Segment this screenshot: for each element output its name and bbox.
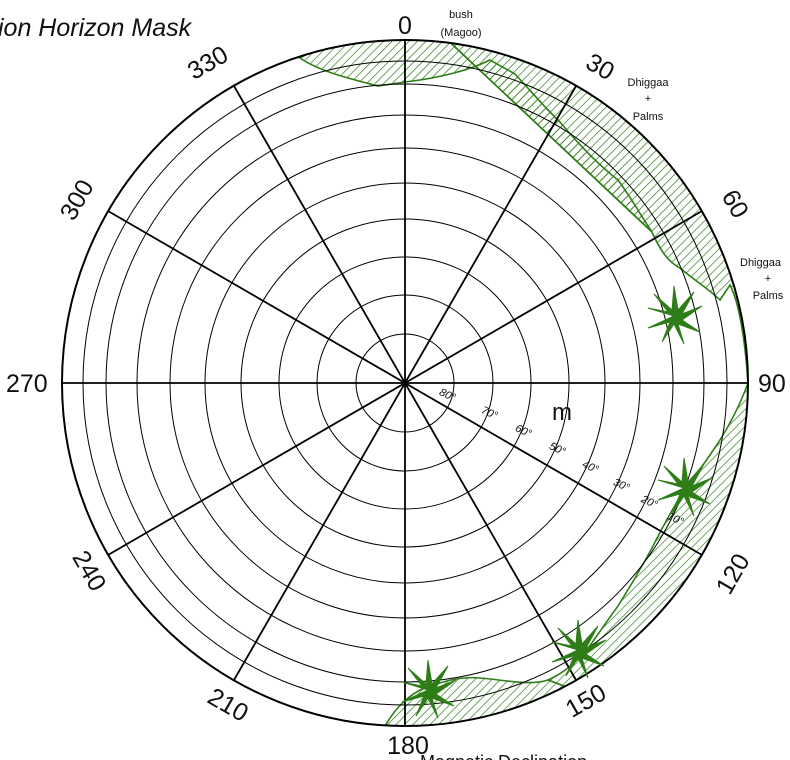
diagram-title: ion Horizon Mask — [0, 14, 193, 42]
spoke-150-330 — [233, 85, 577, 681]
bearing-label-210: 210 — [203, 683, 253, 728]
annotation-dhiggaa-1-line1: Dhiggaa — [628, 77, 670, 89]
bearing-label-330: 330 — [183, 41, 233, 86]
bearing-labels: 0 30 60 90 120 150 180 210 240 270 300 3… — [6, 12, 786, 760]
palm-trees — [401, 285, 713, 719]
elevation-label-50: 50° — [547, 440, 568, 458]
annotation-dhiggaa-2-line1: Dhiggaa — [740, 257, 782, 269]
bearing-label-120: 120 — [711, 549, 756, 599]
bearing-label-240: 240 — [66, 546, 111, 596]
annotation-dhiggaa-1-line2: + — [645, 93, 651, 105]
palm-tree-icon — [551, 619, 607, 679]
obstruction-annotations: bush (Magoo) Dhiggaa + Palms Dhiggaa + P… — [441, 9, 784, 302]
palm-tree-icon — [401, 659, 457, 719]
elevation-label-30: 30° — [611, 476, 632, 494]
bearing-label-90: 90 — [758, 370, 786, 398]
annotation-dhiggaa-2-line2: + — [765, 273, 771, 285]
annotation-bush-line1: bush — [449, 9, 473, 21]
elevation-label-60: 60° — [513, 422, 534, 440]
magnetic-declination-label: Magnetic Declination — [420, 752, 587, 760]
bearing-label-30: 30 — [581, 48, 619, 86]
horizon-mask — [298, 40, 748, 726]
bearing-label-300: 300 — [55, 175, 100, 225]
palm-tree-icon — [657, 457, 713, 517]
elevation-label-80: 80° — [437, 386, 458, 404]
bearing-spokes — [62, 40, 748, 726]
bearing-label-0: 0 — [398, 12, 412, 40]
annotation-dhiggaa-2-line3: Palms — [753, 290, 784, 302]
annotation-dhiggaa-1-line3: Palms — [633, 111, 664, 123]
elevation-label-70: 70° — [479, 404, 500, 422]
palm-tree-icon — [647, 285, 703, 345]
bearing-label-270: 270 — [6, 370, 48, 398]
bearing-label-60: 60 — [716, 185, 754, 223]
magnetic-north-marker: m — [552, 399, 572, 426]
bearing-label-180: 180 — [387, 732, 429, 760]
annotation-bush-line2: (Magoo) — [441, 27, 482, 39]
